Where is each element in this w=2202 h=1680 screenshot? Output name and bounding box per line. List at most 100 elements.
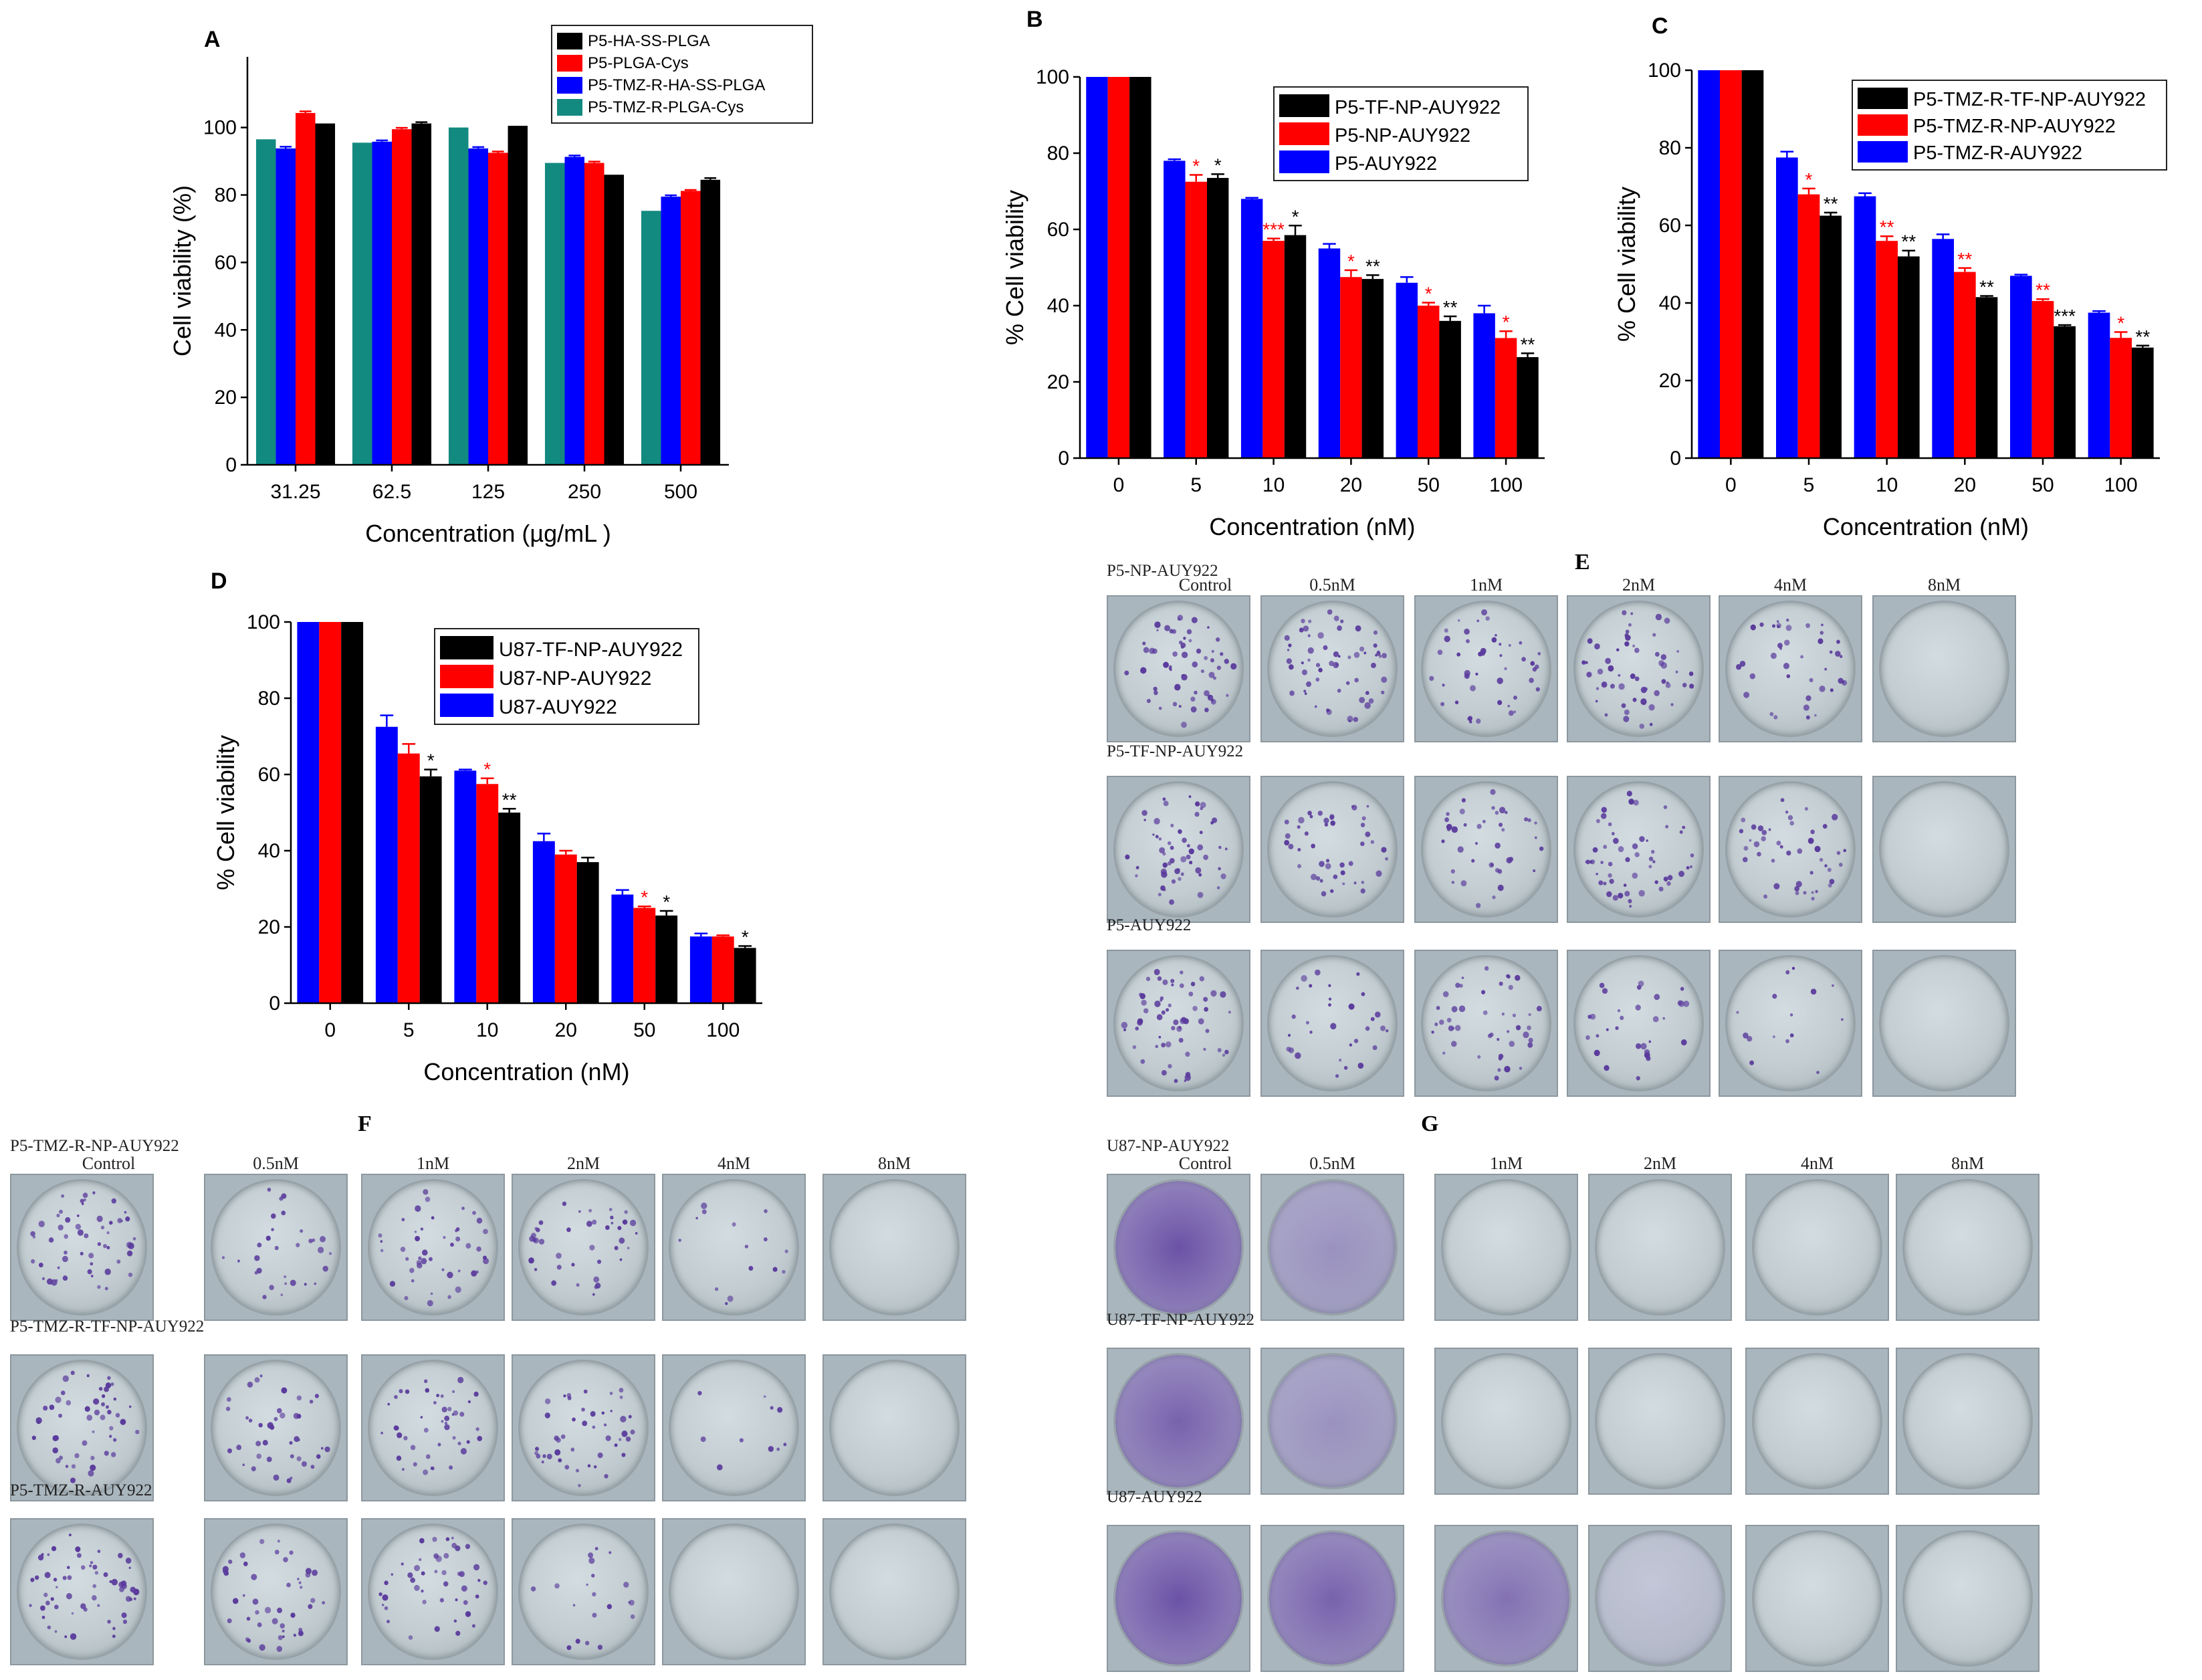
panel-label: C <box>1652 13 1668 39</box>
colony <box>77 1229 84 1236</box>
colony <box>1632 644 1636 647</box>
colony <box>280 1623 285 1629</box>
colony <box>1595 873 1598 875</box>
colony <box>1309 984 1313 988</box>
colony <box>1608 665 1614 672</box>
colony <box>1155 1045 1158 1049</box>
colony <box>322 1265 328 1272</box>
colony <box>68 1534 72 1537</box>
colony <box>551 1280 556 1286</box>
colony <box>105 1405 109 1409</box>
colony <box>629 1599 635 1606</box>
colony <box>530 1586 536 1592</box>
colony <box>1776 623 1781 629</box>
colony <box>431 1216 435 1220</box>
colony <box>414 1230 417 1233</box>
colony <box>1143 1008 1149 1014</box>
colony <box>1639 836 1645 842</box>
colony <box>432 1536 437 1542</box>
colony <box>590 1410 596 1417</box>
colony <box>1682 825 1685 829</box>
colony-well-photo <box>1414 776 1558 923</box>
y-tick-label: 60 <box>215 251 237 274</box>
colony <box>100 1414 106 1421</box>
colony <box>410 1445 416 1451</box>
colony <box>1230 663 1237 670</box>
colony <box>461 1206 465 1211</box>
colony <box>570 1447 575 1452</box>
colony <box>770 1406 774 1410</box>
colony <box>47 1553 50 1556</box>
colony <box>1210 699 1216 705</box>
colony <box>1763 894 1767 899</box>
colonies <box>30 1191 136 1291</box>
colony <box>276 1607 282 1614</box>
colony <box>266 1456 272 1463</box>
colony <box>622 1219 628 1225</box>
dose-label: 0.5nM <box>1309 575 1355 595</box>
colony <box>443 1581 449 1587</box>
colony <box>91 1595 97 1601</box>
colony <box>1625 629 1630 634</box>
colony <box>604 1474 609 1479</box>
colony <box>90 1561 94 1564</box>
colony <box>61 1194 64 1198</box>
bar-c-0-3 <box>1932 239 1954 458</box>
colony <box>92 1584 96 1588</box>
significance-mark: *** <box>2054 306 2076 326</box>
colony-well-photo <box>662 1518 806 1665</box>
row-label: P5-TF-NP-AUY922 <box>1107 742 1244 760</box>
colony <box>1508 643 1511 647</box>
colonies <box>1124 615 1237 728</box>
colonies <box>1284 609 1388 722</box>
colony <box>700 1202 707 1209</box>
colony <box>460 1448 467 1455</box>
colony <box>563 1394 566 1398</box>
colony <box>1683 1001 1690 1007</box>
colony <box>594 1547 598 1551</box>
colony <box>1288 643 1292 647</box>
colony <box>52 1447 58 1454</box>
colony <box>628 1414 632 1419</box>
colony <box>562 1201 566 1206</box>
colony <box>1759 622 1764 627</box>
colony <box>571 1263 575 1267</box>
y-tick-label: 80 <box>258 688 280 710</box>
colonies <box>1121 968 1231 1083</box>
colony-panel-f: F P5-TMZ-R-NP-AUY922 Control 0.5nM 1nM 2nM 4nM… <box>10 1112 986 1672</box>
colony <box>104 1287 108 1291</box>
colony <box>1446 812 1450 816</box>
colony-panel-g: G U87-NP-AUY922 Control 0.5nM 1nM 2nM 4nM 8nM U8… <box>1107 1112 2070 1672</box>
colony-well-photo <box>662 1174 806 1321</box>
colony <box>257 1622 262 1628</box>
culture-dish <box>831 1362 958 1494</box>
colony <box>1448 1025 1454 1031</box>
colony <box>1818 638 1824 645</box>
culture-dish <box>1575 603 1702 735</box>
colony <box>1618 673 1621 677</box>
colonies <box>1739 798 1846 901</box>
legend-swatch <box>1279 122 1329 145</box>
colony <box>1154 621 1161 629</box>
colony <box>62 1255 68 1263</box>
colony <box>440 1394 444 1398</box>
colony <box>81 1202 84 1205</box>
colony <box>259 1644 265 1651</box>
significance-mark: ** <box>1957 249 1972 270</box>
colony <box>251 1574 257 1580</box>
colony <box>1123 1028 1126 1031</box>
colony <box>1309 815 1313 819</box>
colony <box>1190 696 1196 702</box>
colony <box>1169 629 1174 634</box>
colony <box>1174 868 1180 875</box>
colony <box>1361 992 1365 996</box>
colony <box>1620 1015 1624 1021</box>
legend-label: P5-HA-SS-PLGA <box>588 32 710 50</box>
colony <box>1595 687 1600 690</box>
colony <box>423 1188 429 1195</box>
colony <box>1319 879 1323 883</box>
colony <box>262 1295 267 1299</box>
culture-dish <box>369 1362 497 1494</box>
colony <box>443 1553 449 1559</box>
bar-b-2-3 <box>1361 279 1384 458</box>
